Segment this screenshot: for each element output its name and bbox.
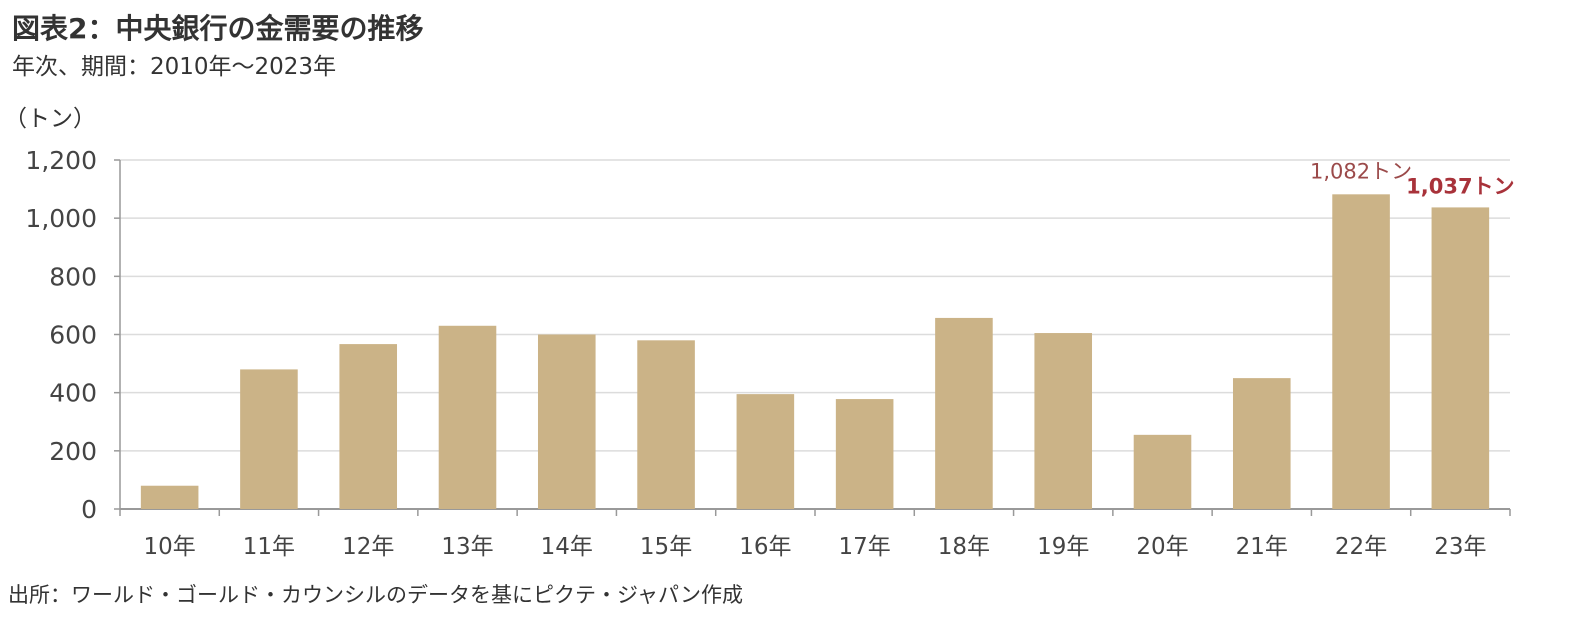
data-label: 1,037トン [1406,174,1514,198]
y-tick-label: 1,200 [25,146,97,175]
x-tick-label: 13年 [441,534,493,560]
y-axis-label: （トン） [4,106,96,132]
y-tick-label: 1,000 [25,204,97,233]
bar [537,334,596,509]
x-tick-label: 17年 [839,534,891,560]
bar [1332,194,1390,509]
bar [835,399,894,509]
data-label: 1,082トン [1310,159,1412,183]
x-tick-label: 22年 [1335,534,1387,560]
y-tick-label: 800 [49,262,97,291]
x-tick-label: 15年 [640,534,692,560]
x-tick-label: 20年 [1136,534,1188,560]
bar [140,485,199,509]
x-tick-label: 12年 [342,534,394,560]
source-note: 出所：ワールド・ゴールド・カウンシルのデータを基にピクテ・ジャパン作成 [8,583,743,607]
x-tick-label: 14年 [541,534,593,560]
y-tick-label: 0 [81,495,97,524]
bar [637,340,695,509]
y-tick-label: 600 [49,321,97,350]
x-tick-label: 11年 [243,534,295,560]
x-tick-label: 19年 [1037,534,1089,560]
x-tick-label: 21年 [1236,534,1288,560]
bar [438,325,497,509]
bar [1133,434,1192,509]
y-tick-label: 400 [49,379,97,408]
x-tick-label: 23年 [1434,534,1486,560]
x-tick-label: 16年 [739,534,791,560]
bar [1034,333,1093,509]
x-tick-label: 10年 [144,534,196,560]
bar [736,394,795,509]
bar [1431,207,1490,510]
bar [1232,378,1291,509]
bar [339,344,398,509]
bar [935,317,993,509]
bar [240,369,298,509]
y-tick-label: 200 [49,437,97,466]
chart-title: 図表2：中央銀行の金需要の推移 [12,12,423,45]
chart-subtitle: 年次、期間：2010年～2023年 [12,54,336,80]
x-tick-label: 18年 [938,534,990,560]
